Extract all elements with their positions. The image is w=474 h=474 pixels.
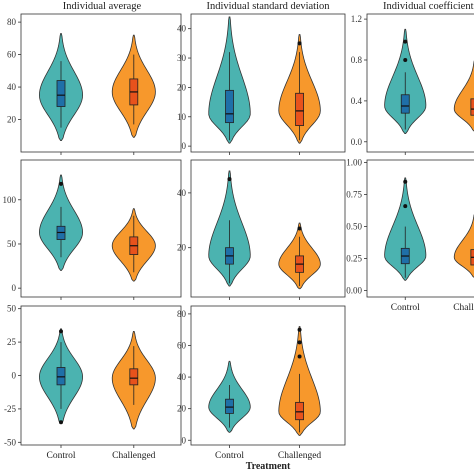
x-axis-title: Treatment (246, 461, 291, 472)
panels-group: 204060800102030400.00.40.81.205010020400… (3, 13, 474, 461)
outlier-point (403, 204, 408, 209)
box-challenged (295, 401, 304, 421)
outlier-point (59, 329, 63, 334)
y-tick-label: 0.4 (351, 96, 363, 106)
y-tick-label: 100 (3, 195, 17, 205)
outlier-point (403, 58, 408, 62)
y-tick-label: 80 (177, 309, 187, 319)
panel-6: -50 -25 0 25 50 Control Challenged (4, 304, 182, 461)
y-tick-label: 40 (177, 188, 187, 198)
x-tick-label: Challenged (278, 451, 322, 461)
outlier-point (227, 177, 232, 182)
outlier-point (297, 354, 302, 359)
box-control (56, 80, 66, 107)
y-tick-label: 1.00 (346, 158, 362, 168)
outlier-point (59, 420, 63, 425)
y-tick-label: 60 (177, 340, 187, 350)
y-tick-label: 0 (182, 435, 187, 445)
y-tick-label: 40 (177, 372, 187, 382)
box-control (56, 367, 66, 386)
panel-frame (190, 305, 346, 446)
panel-frame (20, 13, 182, 153)
x-tick-label: Challenged (112, 451, 156, 461)
column-title-average: Individual average (63, 1, 142, 12)
y-tick-label: 0.75 (346, 190, 362, 200)
y-tick-label: 20 (177, 82, 187, 92)
y-tick-label: 0.8 (351, 55, 363, 65)
y-tick-label: 50 (7, 304, 17, 314)
y-tick-label: -50 (4, 437, 16, 447)
outlier-point (297, 226, 302, 231)
panel-3: 0 50 100 (3, 159, 182, 300)
y-tick-label: 0 (12, 371, 17, 381)
outlier-point (403, 39, 408, 44)
y-tick-label: 25 (7, 337, 17, 347)
y-tick-label: 0.0 (351, 137, 363, 147)
panel-frame (190, 159, 346, 298)
y-tick-label: 40 (7, 82, 17, 92)
y-tick-label: 0 (182, 141, 187, 151)
panel-2: 0.0 0.4 0.8 1.2 (351, 13, 474, 155)
box-challenged (295, 92, 304, 126)
column-title-coef-var: Individual coefficient o (383, 1, 474, 12)
panel-7: 0 20 40 60 80 Control Challenged (177, 305, 346, 461)
violin-challenged (453, 60, 474, 132)
y-tick-label: 20 (7, 115, 17, 125)
y-tick-label: 0 (12, 283, 17, 293)
outlier-point (297, 340, 302, 345)
y-tick-label: 0.50 (346, 222, 362, 232)
column-title-std-dev: Individual standard deviation (206, 1, 330, 12)
box-control (225, 398, 234, 414)
outlier-point (59, 181, 63, 186)
box-challenged (470, 98, 474, 116)
y-tick-label: 0.25 (346, 254, 362, 264)
panel-frame (190, 13, 346, 153)
y-tick-label: 20 (177, 404, 187, 414)
panel-frame (366, 159, 474, 298)
x-tick-label: Control (46, 451, 75, 461)
y-tick-label: 30 (177, 53, 187, 63)
outlier-point (297, 327, 302, 332)
x-tick-label: Control (391, 303, 420, 313)
box-challenged (129, 368, 139, 386)
violin-challenged (453, 213, 474, 278)
y-tick-label: 20 (177, 243, 187, 253)
x-tick-label: Challenged (453, 303, 474, 313)
y-tick-label: 60 (7, 50, 17, 60)
y-tick-label: 40 (177, 24, 187, 34)
x-tick-label: Control (215, 451, 244, 461)
panel-0: 20 40 60 80 (7, 13, 182, 155)
y-tick-label: 10 (177, 112, 187, 122)
y-tick-label: 50 (7, 239, 17, 249)
panel-1: 0 10 20 30 40 (177, 13, 346, 155)
y-tick-label: 0.00 (346, 286, 362, 296)
outlier-point (403, 179, 408, 184)
box-control (225, 89, 234, 124)
y-tick-label: -25 (4, 404, 16, 414)
panel-frame (366, 13, 474, 153)
outlier-point (297, 41, 302, 46)
panel-5: 0.00 0.25 0.50 0.75 1.00 Control Challenged (346, 158, 474, 313)
y-tick-label: 1.2 (351, 14, 362, 24)
y-tick-label: 80 (7, 17, 17, 27)
box-control (400, 94, 410, 114)
panel-frame (20, 159, 182, 298)
